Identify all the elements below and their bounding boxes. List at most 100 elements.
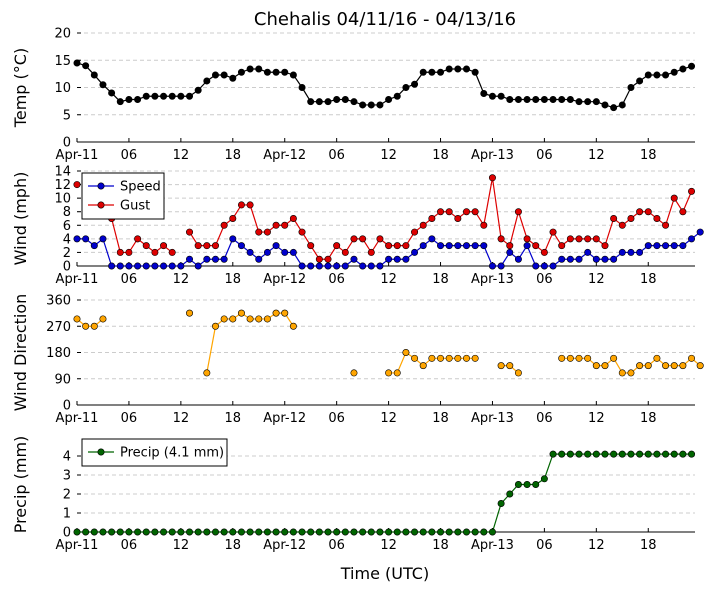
y-axis-title: Temp (°C) (11, 48, 30, 128)
data-point (428, 528, 436, 536)
data-point (108, 262, 116, 270)
data-point (142, 262, 150, 270)
data-point (419, 242, 427, 250)
data-point (480, 221, 488, 229)
data-point (385, 95, 393, 103)
x-tick-label: 12 (588, 411, 605, 426)
y-axis-title: Wind (mph) (11, 172, 30, 266)
data-point (151, 248, 159, 256)
data-point (211, 71, 219, 79)
data-point (186, 309, 194, 317)
data-point (514, 208, 522, 216)
data-point (359, 101, 367, 109)
data-point (281, 309, 289, 317)
data-point (281, 248, 289, 256)
data-point (679, 242, 687, 250)
data-point (281, 528, 289, 536)
data-point (237, 242, 245, 250)
x-tick-label: Apr-11 (56, 148, 99, 163)
x-tick-label: 18 (640, 538, 657, 553)
data-point (592, 255, 600, 263)
data-point (289, 322, 297, 330)
data-point (203, 528, 211, 536)
y-tick-label: 270 (46, 320, 71, 335)
data-point (263, 228, 271, 236)
data-point (471, 354, 479, 362)
data-point (428, 235, 436, 243)
data-point (627, 369, 635, 377)
data-point (688, 450, 696, 458)
data-point (220, 221, 228, 229)
x-tick-label: 18 (225, 272, 242, 287)
data-point (523, 95, 531, 103)
data-point (653, 215, 661, 223)
data-point (324, 98, 332, 106)
x-tick-label: 18 (225, 148, 242, 163)
data-point (341, 248, 349, 256)
data-point (333, 528, 341, 536)
data-point (272, 68, 280, 76)
data-point (610, 354, 618, 362)
data-point (211, 242, 219, 250)
data-point (670, 194, 678, 202)
data-point (662, 71, 670, 79)
data-point (229, 215, 237, 223)
data-point (627, 248, 635, 256)
data-point (419, 68, 427, 76)
data-point (203, 369, 211, 377)
data-point (99, 235, 107, 243)
data-point (229, 74, 237, 82)
data-point (506, 95, 514, 103)
x-tick-label: Apr-13 (471, 538, 514, 553)
data-point (82, 235, 90, 243)
data-point (125, 262, 133, 270)
data-point (575, 235, 583, 243)
data-point (333, 242, 341, 250)
data-point (653, 242, 661, 250)
data-point (350, 528, 358, 536)
data-point (350, 98, 358, 106)
data-point (696, 228, 704, 236)
data-point (540, 248, 548, 256)
data-point (411, 248, 419, 256)
series-gust (73, 174, 696, 263)
data-point (73, 235, 81, 243)
data-point (566, 235, 574, 243)
data-point (540, 95, 548, 103)
data-point (116, 98, 124, 106)
data-point (151, 262, 159, 270)
data-point (601, 255, 609, 263)
x-tick-label: Apr-12 (263, 148, 306, 163)
data-point (514, 255, 522, 263)
y-tick-label: 10 (54, 192, 71, 207)
data-point (367, 528, 375, 536)
data-point (610, 215, 618, 223)
data-point (558, 354, 566, 362)
x-tick-label: 06 (328, 272, 345, 287)
data-point (203, 242, 211, 250)
legend: Speed Gust (81, 172, 165, 220)
data-point (636, 208, 644, 216)
data-point (523, 242, 531, 250)
data-point (532, 480, 540, 488)
data-point (532, 242, 540, 250)
data-point (134, 235, 142, 243)
data-point (514, 369, 522, 377)
data-point (437, 68, 445, 76)
data-point (488, 174, 496, 182)
data-point (618, 450, 626, 458)
data-point (341, 262, 349, 270)
x-tick-label: 06 (121, 272, 138, 287)
data-point (462, 208, 470, 216)
series-precip-4-1-mm- (73, 450, 696, 536)
y-axis-title: Wind Direction (11, 294, 30, 412)
data-point (454, 65, 462, 73)
data-point (601, 362, 609, 370)
data-point (566, 354, 574, 362)
x-tick-label: Apr-12 (263, 272, 306, 287)
data-point (540, 475, 548, 483)
data-point (367, 101, 375, 109)
data-point (237, 68, 245, 76)
data-point (134, 528, 142, 536)
